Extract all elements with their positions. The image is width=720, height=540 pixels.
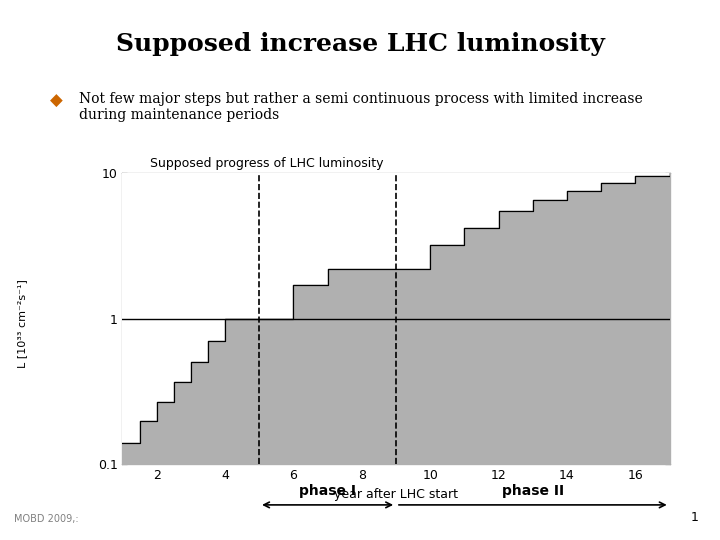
Text: L [10³³ cm⁻²s⁻¹]: L [10³³ cm⁻²s⁻¹] xyxy=(17,280,27,368)
X-axis label: year after LHC start: year after LHC start xyxy=(334,488,458,501)
Text: Supposed increase LHC luminosity: Supposed increase LHC luminosity xyxy=(116,32,604,56)
Text: Not few major steps but rather a semi continuous process with limited increase
d: Not few major steps but rather a semi co… xyxy=(79,92,643,122)
Text: Data from Steinar Stapnes
LHCC talk 20-2-2008: Data from Steinar Stapnes LHCC talk 20-2… xyxy=(503,181,659,203)
Text: LHC design luminosity: LHC design luminosity xyxy=(140,231,256,315)
Text: Supposed progress of LHC luminosity: Supposed progress of LHC luminosity xyxy=(150,157,383,170)
Text: phase II: phase II xyxy=(502,484,564,498)
Text: phase I: phase I xyxy=(299,484,356,498)
Text: MOBD 2009,:: MOBD 2009,: xyxy=(14,514,79,524)
Text: 1: 1 xyxy=(690,511,698,524)
Text: ◆: ◆ xyxy=(50,92,63,110)
